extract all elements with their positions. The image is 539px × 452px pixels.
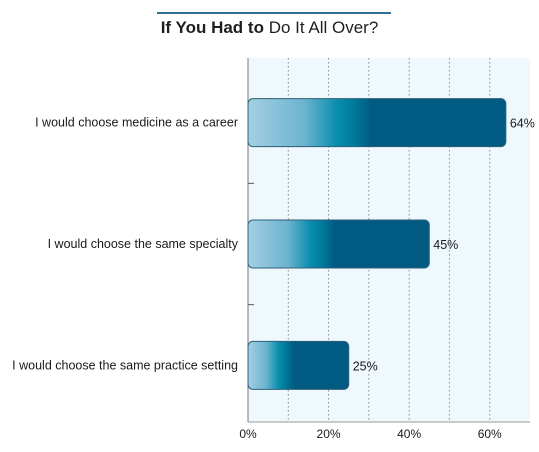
chart-title-bold: If You Had to (160, 18, 264, 37)
x-tick-label: 60% (478, 427, 502, 441)
title-rule (157, 12, 391, 14)
bar (247, 340, 350, 390)
value-label: 45% (433, 238, 458, 252)
category-label: I would choose medicine as a career (35, 116, 238, 130)
x-tick-label: 20% (317, 427, 341, 441)
x-tick-label: 0% (239, 427, 257, 441)
chart-title-rest: Do It All Over? (263, 18, 379, 37)
value-label: 25% (353, 359, 378, 373)
chart-title: If You Had to Do It All Over? (0, 18, 539, 38)
bar (247, 219, 430, 269)
value-label: 64% (510, 117, 535, 131)
x-tick-label: 40% (397, 427, 421, 441)
bar (247, 98, 507, 148)
category-label: I would choose the same specialty (48, 237, 239, 251)
category-label: I would choose the same practice setting (12, 358, 238, 372)
